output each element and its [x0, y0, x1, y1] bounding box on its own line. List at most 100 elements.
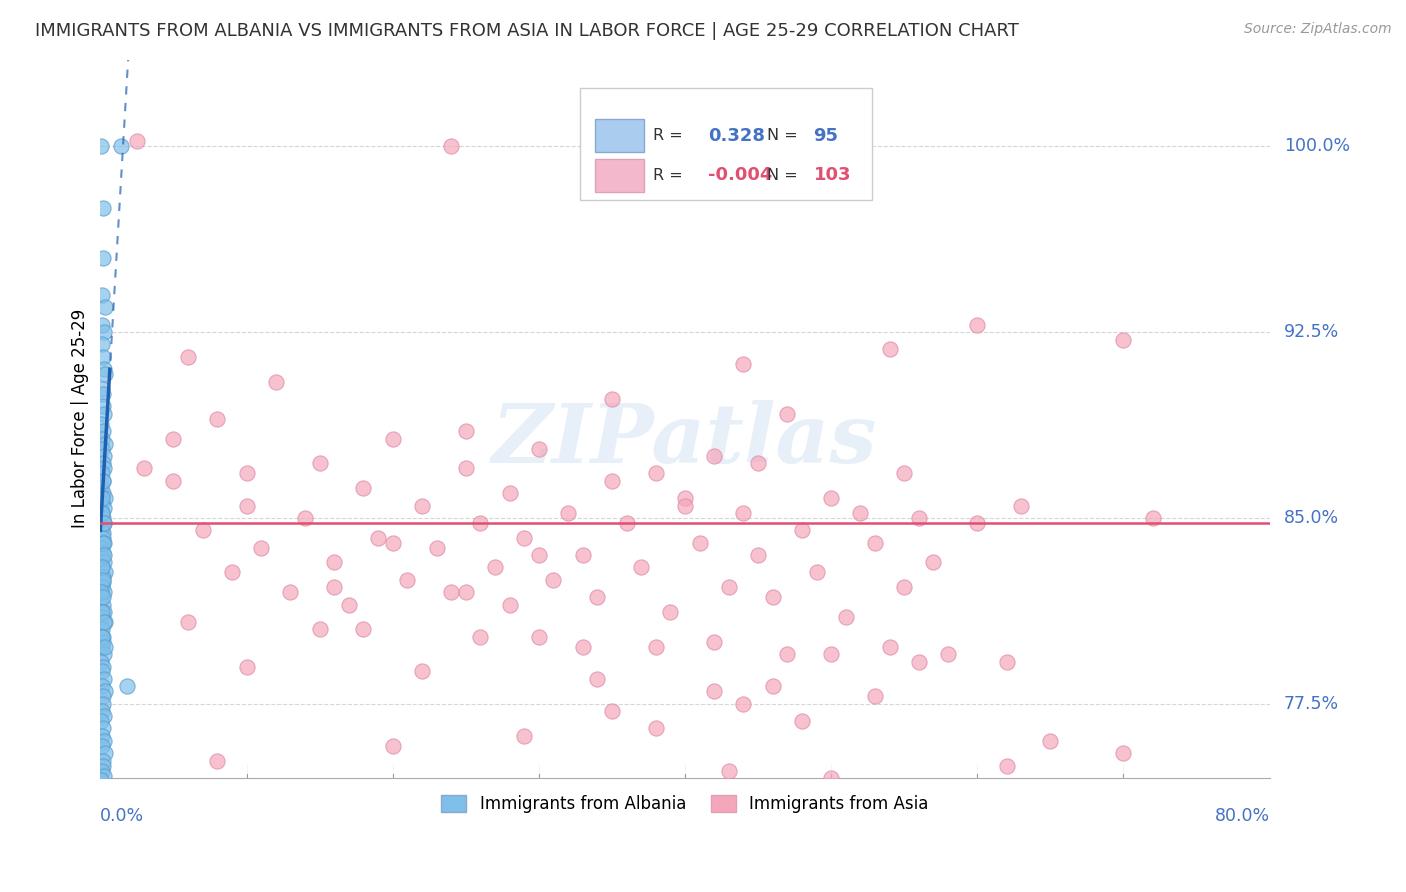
Point [747, 456, 769, 470]
Point [93, 325, 115, 339]
Point [586, 672, 609, 686]
Point [93, 709, 115, 723]
Point [90, 337, 112, 351]
Point [470, 630, 492, 644]
Point [115, 679, 138, 693]
Point [93, 672, 115, 686]
Point [90, 623, 112, 637]
Text: R =: R = [654, 168, 683, 183]
Point [91, 387, 114, 401]
Point [323, 580, 346, 594]
Point [91, 634, 114, 648]
Point [995, 655, 1018, 669]
Point [820, 647, 842, 661]
Point [93, 734, 115, 748]
Point [93, 548, 115, 562]
Text: 77.5%: 77.5% [1284, 695, 1339, 713]
Point [91, 486, 114, 500]
Point [93, 362, 115, 376]
Point [1112, 746, 1135, 760]
Point [733, 506, 755, 520]
Point [90, 590, 112, 604]
Point [790, 523, 813, 537]
Point [454, 424, 477, 438]
Point [250, 541, 273, 555]
Point [733, 357, 755, 371]
Point [470, 516, 492, 530]
Point [93, 516, 115, 530]
Point [90, 481, 112, 495]
Point [93, 647, 115, 661]
Point [207, 754, 229, 768]
Point [280, 585, 302, 599]
Point [543, 573, 565, 587]
Point [90, 704, 112, 718]
Point [381, 535, 404, 549]
Point [91, 535, 114, 549]
Point [367, 531, 389, 545]
Point [90, 655, 112, 669]
Point [93, 556, 115, 570]
Point [91, 251, 114, 265]
Point [91, 550, 114, 565]
Point [90, 467, 112, 481]
Point [1039, 734, 1062, 748]
Point [513, 729, 536, 743]
FancyBboxPatch shape [595, 120, 644, 153]
Point [90, 382, 112, 396]
Point [717, 580, 740, 594]
Point [557, 506, 579, 520]
Point [90, 640, 112, 654]
Y-axis label: In Labor Force | Age 25-29: In Labor Force | Age 25-29 [72, 310, 89, 528]
Point [922, 556, 945, 570]
Point [93, 746, 115, 760]
Text: R =: R = [654, 128, 683, 144]
Point [90, 739, 112, 753]
Point [630, 560, 652, 574]
Point [673, 491, 696, 505]
Point [863, 535, 886, 549]
Point [91, 610, 114, 624]
Point [820, 771, 842, 785]
Point [863, 690, 886, 704]
Point [879, 640, 901, 654]
Point [673, 499, 696, 513]
Point [93, 768, 115, 782]
Point [91, 598, 114, 612]
Point [893, 580, 915, 594]
Point [91, 531, 114, 545]
Point [586, 590, 609, 604]
Point [308, 623, 330, 637]
Point [91, 575, 114, 590]
Point [91, 511, 114, 525]
Point [93, 585, 115, 599]
Point [91, 318, 114, 332]
Point [91, 659, 114, 673]
Point [571, 548, 593, 562]
Point [177, 615, 200, 629]
Point [93, 491, 115, 505]
Point [396, 573, 419, 587]
Point [90, 541, 112, 555]
Point [93, 461, 115, 475]
Point [616, 516, 638, 530]
Point [703, 449, 725, 463]
Point [91, 496, 114, 510]
Point [425, 541, 447, 555]
Point [527, 442, 550, 456]
Point [717, 764, 740, 778]
Point [908, 511, 931, 525]
Point [644, 640, 666, 654]
Point [352, 481, 374, 495]
Point [90, 679, 112, 693]
Point [1010, 499, 1032, 513]
Point [308, 456, 330, 470]
Point [91, 590, 114, 604]
Point [93, 605, 115, 619]
Point [235, 659, 257, 673]
Point [381, 739, 404, 753]
Point [91, 605, 114, 619]
Point [93, 615, 115, 629]
Point [91, 474, 114, 488]
Point [90, 630, 112, 644]
